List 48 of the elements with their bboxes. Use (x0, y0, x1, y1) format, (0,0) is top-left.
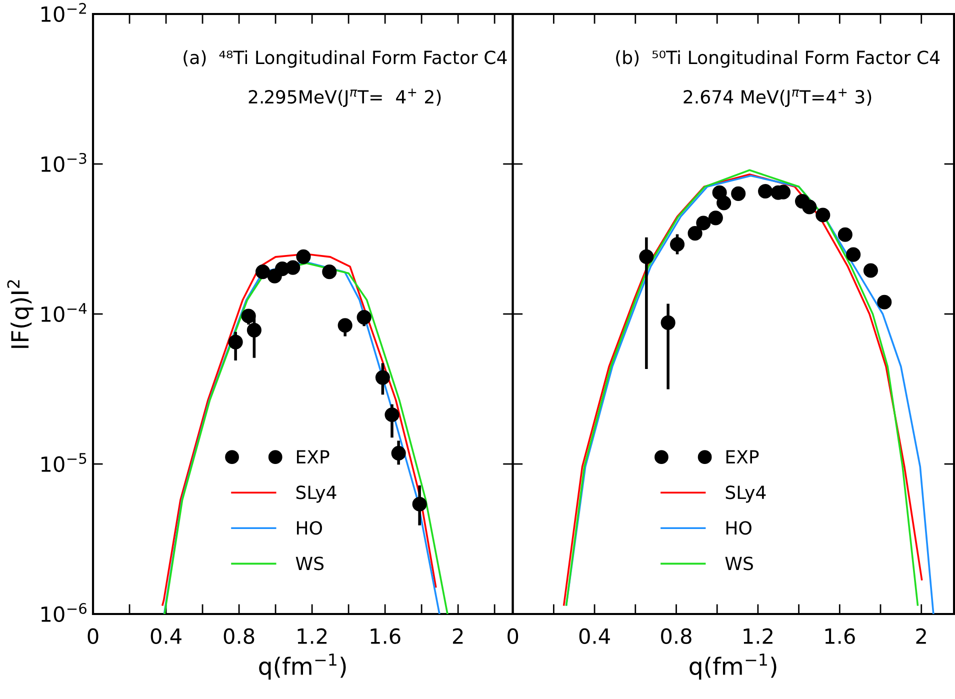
annotation: 2.674 MeV(J$^{π}$T=4$^{+}$ 3) (684, 88, 872, 108)
x-tick-label: 1.6 (825, 628, 855, 644)
x-tick-label: 0.8 (224, 628, 254, 644)
point (846, 247, 861, 262)
x-tick-label: 0 (508, 628, 518, 644)
point (802, 200, 817, 214)
point (838, 227, 852, 242)
legend-label: EXP (296, 450, 330, 464)
y-axis-title: IF(q)I$^{2}$ (7, 280, 34, 348)
y-tick-label: 10$^{−5}$ (41, 453, 86, 472)
legend-label: WS (296, 556, 324, 570)
point (877, 294, 892, 310)
point (863, 263, 878, 278)
x-tick-label: 0.4 (579, 628, 610, 644)
point (696, 216, 711, 230)
x-tick-label: 0.8 (661, 628, 692, 644)
legend-label: WS (725, 556, 753, 570)
legend-label: HO (296, 521, 322, 535)
point (688, 226, 702, 241)
point (716, 196, 732, 210)
point (731, 186, 746, 201)
point (758, 184, 773, 199)
y-tick-label: 10$^{−2}$ (41, 2, 86, 22)
x-tick-label: 1.2 (298, 628, 327, 644)
legend-label: SLy4 (726, 486, 766, 503)
point (816, 208, 830, 222)
legend-label: EXP (726, 450, 759, 464)
annotation: (a) ⁴⁸Ti Longitudinal Form Factor C4 (184, 50, 507, 68)
legend-label: SLy4 (296, 486, 336, 503)
x-axis-title: q(fm$^{−1}$) (690, 654, 776, 680)
point (286, 260, 300, 275)
annotation: 2.295MeV(J$^{π}$T= 4$^{+}$ 2) (248, 88, 441, 108)
point (255, 264, 270, 280)
y-tick-label: 10$^{−4}$ (41, 303, 87, 322)
y-tick-label: 10$^{−6}$ (41, 602, 86, 622)
x-tick-label: 2 (452, 628, 463, 644)
x-tick-label: 1.6 (370, 628, 400, 644)
annotation: (b) ⁵⁰Ti Longitudinal Form Factor C4 (616, 50, 940, 68)
x-axis-title: q(fm$^{−1}$) (259, 654, 346, 680)
point (322, 264, 337, 280)
y-tick-label: 10$^{−3}$ (41, 152, 86, 172)
x-tick-label: 0.4 (150, 628, 182, 644)
point (708, 210, 723, 226)
legend-label: HO (726, 521, 752, 535)
x-tick-label: 1.2 (744, 628, 772, 644)
x-tick-label: 0 (88, 628, 98, 644)
x-tick-label: 2 (916, 628, 926, 644)
point (296, 249, 311, 264)
